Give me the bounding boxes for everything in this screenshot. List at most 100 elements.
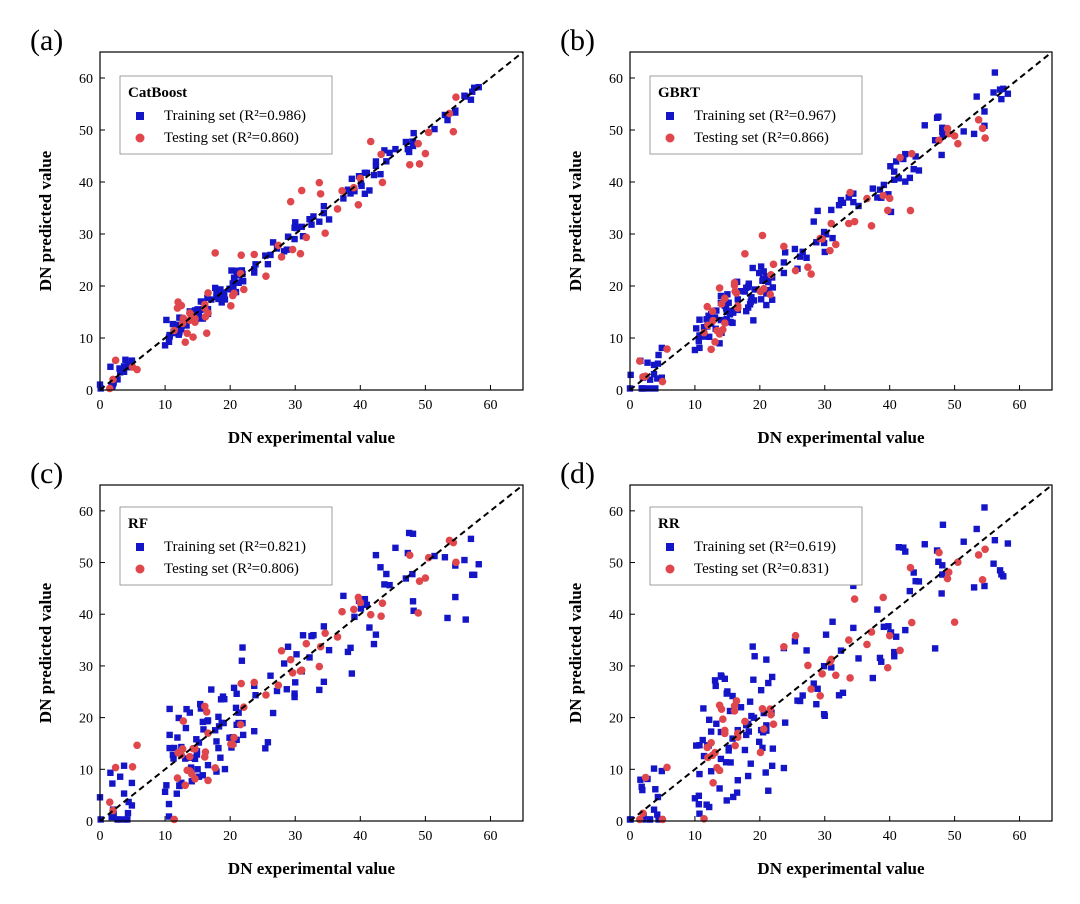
training-point [655, 351, 662, 359]
testing-point [780, 642, 788, 651]
y-tick-label: 10 [79, 763, 93, 778]
training-point [228, 267, 235, 274]
training-point [750, 676, 757, 683]
y-axis-label: DN predicted value [566, 150, 585, 291]
training-point [996, 86, 1004, 93]
training-point [264, 260, 272, 268]
training-point [183, 705, 190, 713]
testing-point [250, 678, 259, 687]
training-point [703, 801, 710, 808]
training-point [706, 333, 713, 341]
training-point [745, 728, 753, 735]
testing-point [981, 545, 989, 554]
testing-point [766, 290, 775, 299]
testing-point [354, 200, 363, 209]
testing-point [719, 325, 727, 334]
training-point [763, 301, 770, 309]
training-point [195, 773, 203, 780]
training-point [217, 286, 224, 293]
legend-marker-training [666, 112, 674, 120]
training-point [960, 128, 967, 135]
training-point [320, 202, 328, 210]
training-point [734, 777, 741, 784]
training-point [116, 773, 124, 780]
testing-point [935, 548, 943, 557]
legend-title: CatBoost [128, 85, 187, 101]
training-point [444, 116, 451, 124]
training-point [383, 158, 390, 165]
training-point [650, 765, 658, 772]
testing-point [700, 328, 708, 337]
training-point [226, 285, 233, 293]
training-point [711, 677, 719, 684]
testing-point [302, 639, 311, 648]
testing-point [250, 250, 259, 259]
testing-point [201, 748, 210, 756]
training-point [639, 786, 646, 794]
testing-point [658, 815, 667, 824]
training-point [252, 261, 259, 268]
training-point [837, 196, 845, 204]
y-tick-label: 10 [79, 332, 93, 347]
y-tick-label: 50 [79, 124, 93, 139]
training-point [722, 759, 730, 766]
testing-point [715, 284, 724, 292]
testing-point [709, 778, 717, 787]
testing-point [756, 287, 765, 296]
testing-point [321, 229, 329, 237]
y-tick-label: 20 [609, 280, 623, 295]
training-point [654, 375, 661, 382]
testing-point [315, 662, 324, 671]
training-point [239, 277, 246, 285]
testing-point [415, 160, 424, 168]
training-point [264, 739, 272, 746]
training-point [646, 816, 653, 823]
training-point [796, 697, 804, 705]
training-point [646, 376, 654, 383]
training-point [293, 224, 300, 232]
training-point [850, 582, 857, 590]
training-point [173, 321, 180, 328]
training-point [125, 798, 132, 806]
training-point [750, 317, 757, 324]
testing-point [111, 763, 120, 772]
x-tick-label: 50 [418, 829, 432, 844]
training-point [175, 714, 182, 722]
training-point [939, 571, 946, 578]
y-tick-label: 30 [79, 660, 93, 675]
training-point [803, 254, 810, 262]
training-point [233, 267, 240, 274]
training-point [233, 690, 240, 697]
testing-point [286, 655, 295, 664]
training-point [410, 129, 417, 137]
training-point [298, 223, 305, 231]
training-point [452, 593, 459, 601]
legend-entry: Testing set (R²=0.806) [164, 561, 299, 577]
training-point [760, 709, 767, 717]
training-point [939, 562, 946, 569]
training-point [107, 363, 114, 370]
training-point [218, 299, 225, 306]
training-point [781, 719, 789, 726]
testing-point [228, 291, 237, 300]
testing-point [832, 240, 840, 249]
training-point [267, 672, 274, 679]
training-point [410, 607, 417, 614]
training-point [737, 287, 745, 295]
x-tick-label: 0 [97, 398, 104, 413]
training-point [931, 137, 939, 144]
testing-point [804, 263, 812, 272]
testing-point [350, 605, 358, 614]
x-tick-label: 30 [818, 829, 832, 844]
training-point [320, 623, 328, 630]
testing-point [730, 278, 739, 287]
training-point [751, 653, 758, 660]
testing-point [758, 231, 767, 240]
testing-point [707, 738, 715, 747]
legend-entry: Training set (R²=0.619) [694, 539, 836, 555]
testing-point [978, 576, 987, 584]
testing-point [405, 551, 414, 560]
y-axis-label: DN predicted value [36, 150, 55, 291]
testing-point [791, 631, 800, 640]
testing-point [296, 249, 305, 258]
